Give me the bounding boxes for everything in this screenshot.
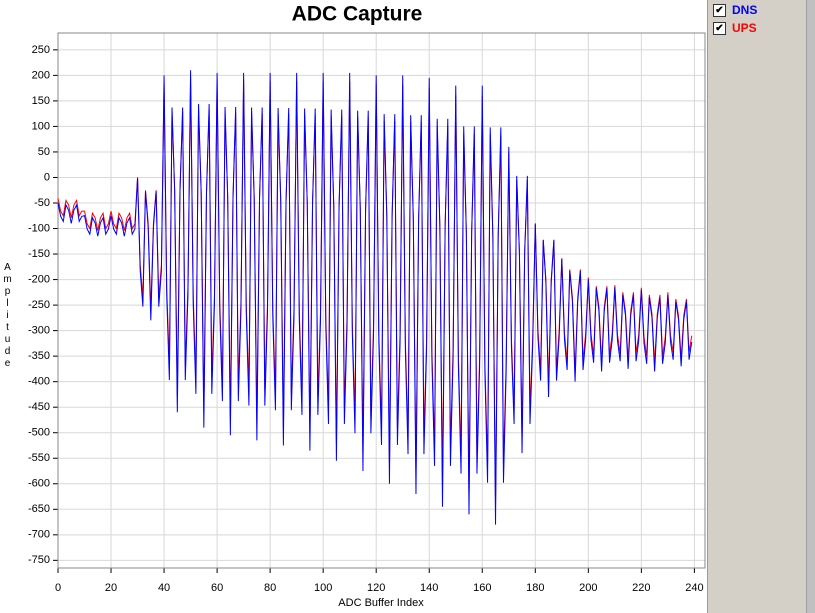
x-tick-label: 40 [158,582,170,594]
y-tick-label: -450 [28,401,50,413]
y-tick-label: -400 [28,376,50,388]
y-axis-label: Amplitude [2,262,13,370]
y-tick-label: -300 [28,325,50,337]
legend-checkbox[interactable]: ✔ [713,21,726,35]
x-tick-label: 100 [314,582,332,594]
y-tick-label: 150 [32,95,50,107]
y-tick-label: -350 [28,350,50,362]
y-tick-label: -550 [28,452,50,464]
y-tick-label: -500 [28,427,50,439]
y-tick-label: -750 [28,554,50,566]
plot-frame [57,32,706,569]
y-tick-label: 250 [32,44,50,56]
x-axis-label: ADC Buffer Index [338,597,424,609]
y-tick-label: -250 [28,299,50,311]
y-tick-label: -650 [28,503,50,515]
y-tick-label: -200 [28,273,50,285]
chart: ADC Capture ADC Buffer Index -750 -700 -65… [28,3,706,609]
x-tick-label: 180 [526,582,544,594]
scrollbar [806,0,815,613]
y-tick-label: 50 [38,146,50,158]
legend-checkbox[interactable]: ✔ [713,3,726,17]
x-tick-label: 220 [632,582,650,594]
y-tick-label: -50 [34,197,50,209]
x-tick-label: 140 [420,582,438,594]
y-tick-label: -600 [28,478,50,490]
y-tick-label: -100 [28,222,50,234]
plot-area [58,33,705,568]
legend-label: DNS [732,3,758,17]
x-tick-label: 0 [55,582,61,594]
legend-item[interactable]: ✔ UPS [713,20,757,36]
y-tick-label: 100 [32,120,50,132]
y-tick-label: 200 [32,69,50,81]
legend-item[interactable]: ✔ DNS [713,2,757,18]
y-tick-label: 0 [44,171,50,183]
x-tick-label: 20 [105,582,117,594]
series-line [57,70,693,525]
y-tick-label: -150 [28,248,50,260]
legend-label: UPS [732,21,757,35]
x-tick-label: 80 [264,582,276,594]
x-tick-label: 160 [473,582,491,594]
x-tick-label: 60 [211,582,223,594]
x-tick-label: 240 [685,582,703,594]
y-tick-label: -700 [28,529,50,541]
x-tick-label: 120 [367,582,385,594]
legend-panel: ✔ DNS ✔ UPS [707,0,815,613]
chart-title: ADC Capture [292,3,423,26]
x-tick-label: 200 [579,582,597,594]
